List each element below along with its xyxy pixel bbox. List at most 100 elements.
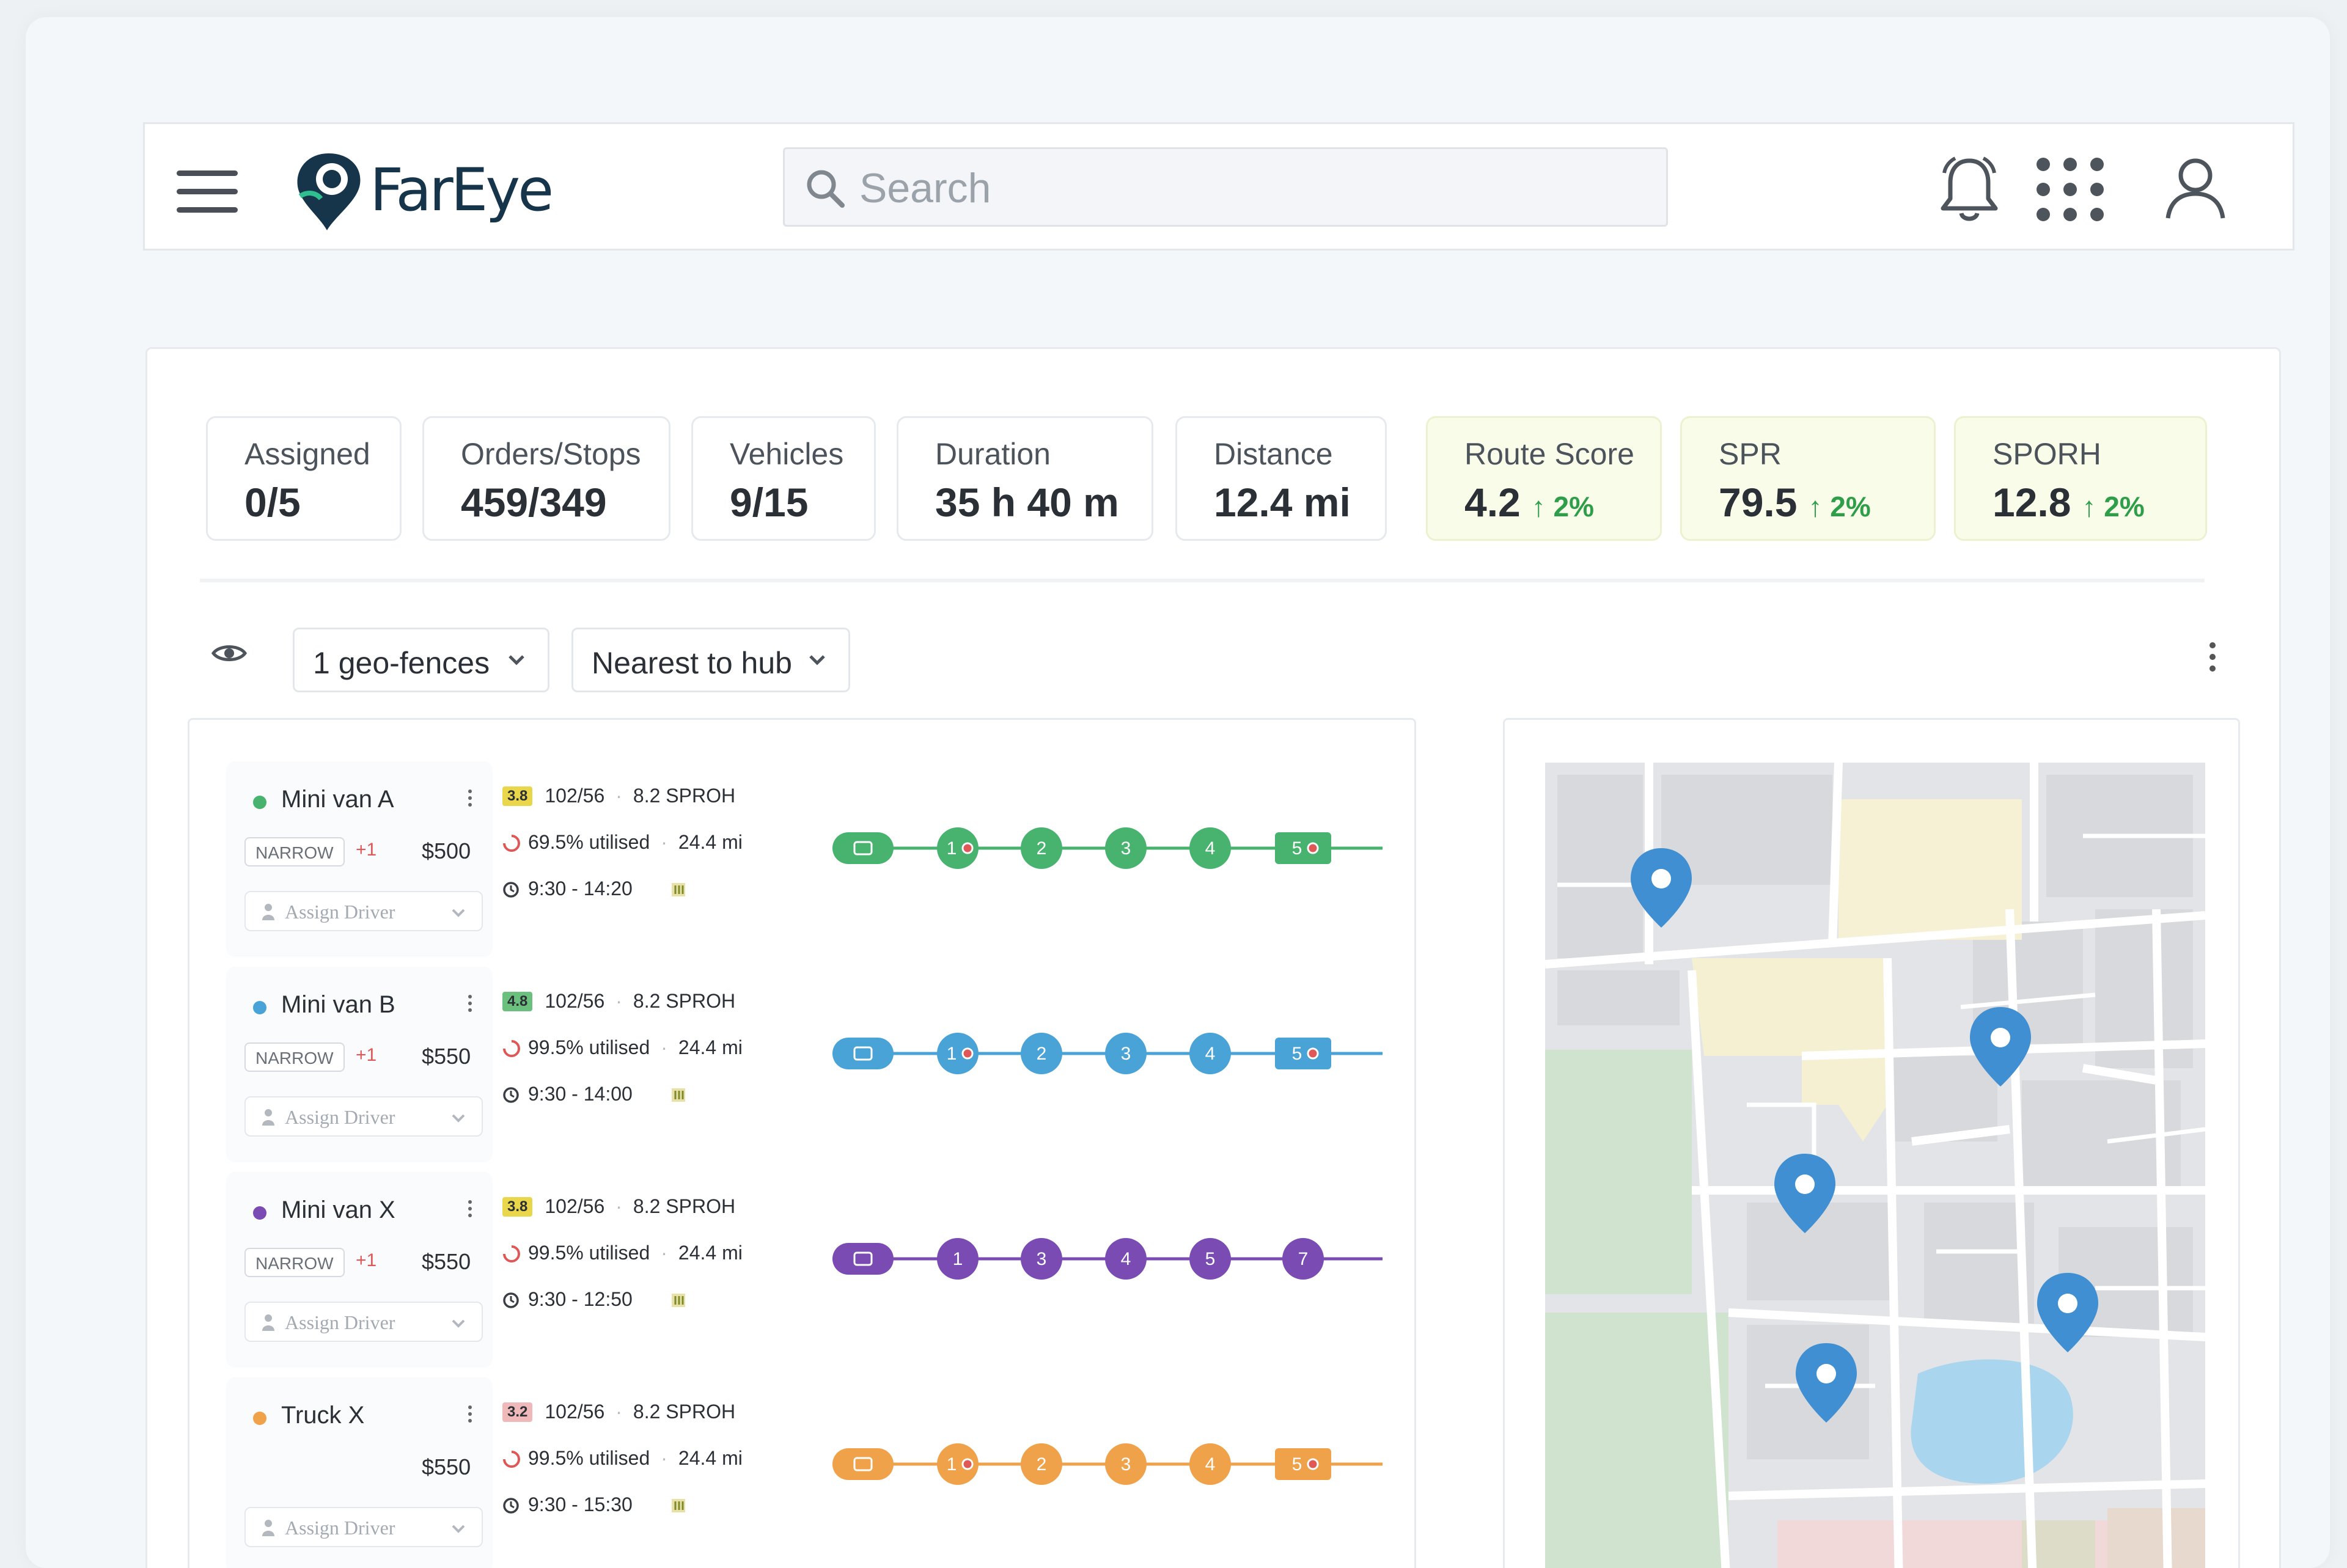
depot-stop-icon[interactable] (832, 1448, 894, 1480)
route-panel: Assigned 0/5 Orders/Stops 459/349 Vehicl… (145, 347, 2281, 1568)
route-distance: 24.4 mi (678, 1036, 743, 1058)
stop-number: 3 (1121, 1044, 1131, 1064)
vehicle-menu-icon[interactable] (468, 789, 473, 810)
route-metrics-row: 3.8 102/56 · 8.2 SPROH (502, 785, 735, 807)
depot-stop-icon[interactable] (832, 1243, 894, 1275)
stop-marker[interactable]: 1 (937, 1033, 979, 1074)
vehicle-type-badge: NARROW (244, 1248, 345, 1277)
logo-icon (297, 153, 361, 230)
stat-sporh: SPORH 12.8 ↑ 2% (1954, 416, 2207, 541)
stop-number: 4 (1121, 1249, 1131, 1269)
vehicle-color-dot (253, 1206, 266, 1220)
map-pin-icon[interactable] (1796, 1343, 1857, 1423)
apps-grid-icon[interactable] (2033, 156, 2107, 223)
vehicle-route-info: 4.8 102/56 · 8.2 SPROH 99.5% utilised · 24.4 m… (502, 990, 808, 1149)
stop-marker[interactable]: 7 (1282, 1238, 1324, 1280)
person-icon (262, 1520, 274, 1536)
vehicle-type-badge: NARROW (244, 837, 345, 866)
utilisation-row: 99.5% utilised · 24.4 mi (502, 1036, 743, 1059)
stop-marker[interactable]: 5 (1275, 832, 1331, 864)
break-icon (671, 1088, 685, 1102)
vehicle-card[interactable]: Truck X $550 Assign Driver (226, 1377, 493, 1568)
stop-marker[interactable]: 4 (1189, 1443, 1231, 1485)
stat-delta-value: 2% (1830, 491, 1871, 522)
vehicle-menu-icon[interactable] (468, 1200, 473, 1220)
time-window: 9:30 - 15:30 (528, 1493, 633, 1515)
map-pin-icon[interactable] (1631, 848, 1692, 928)
separator: · (615, 990, 622, 1012)
route-map[interactable] (1545, 763, 2205, 1568)
stop-marker[interactable]: 3 (1105, 1443, 1147, 1485)
stop-marker[interactable]: 4 (1189, 1033, 1231, 1074)
stop-marker[interactable]: 2 (1021, 827, 1062, 869)
stop-marker[interactable]: 1 (937, 1443, 979, 1485)
route-timeline[interactable]: 1 2 3 4 5 (832, 1029, 1383, 1078)
map-pin-icon[interactable] (2037, 1273, 2098, 1352)
menu-icon[interactable] (177, 170, 238, 213)
more-options-icon[interactable] (2209, 642, 2218, 677)
route-distance: 24.4 mi (678, 1242, 743, 1264)
vehicle-card[interactable]: Mini van A NARROW +1 $500 Assign Driver (226, 761, 493, 957)
route-timeline[interactable]: 1 2 3 4 5 (832, 824, 1383, 873)
stop-marker[interactable]: 3 (1105, 1033, 1147, 1074)
stop-marker[interactable]: 1 (937, 827, 979, 869)
stop-alert-dot (1307, 1458, 1319, 1470)
stat-value: 12.8 ↑ 2% (1993, 479, 2145, 526)
assign-driver-label: Assign Driver (285, 901, 395, 923)
bell-icon[interactable] (1936, 152, 2003, 225)
stop-marker[interactable]: 5 (1189, 1238, 1231, 1280)
eye-icon[interactable] (211, 641, 248, 665)
vehicle-menu-icon[interactable] (468, 995, 473, 1015)
vehicle-menu-icon[interactable] (468, 1405, 473, 1426)
stat-delta-value: 2% (1553, 491, 1595, 522)
vehicle-card[interactable]: Mini van X NARROW +1 $550 Assign Driver (226, 1172, 493, 1368)
stop-number: 5 (1292, 1454, 1302, 1475)
depot-stop-icon[interactable] (832, 832, 894, 864)
stop-marker[interactable]: 4 (1105, 1238, 1147, 1280)
chevron-down-icon (509, 655, 524, 665)
search-bar[interactable] (783, 147, 1668, 227)
sort-dropdown[interactable]: Nearest to hub (571, 628, 850, 692)
stat-delta: ↑ 2% (2082, 491, 2144, 522)
vehicle-name: Mini van A (281, 786, 394, 813)
route-timeline[interactable]: 1 3 4 5 7 (832, 1234, 1383, 1283)
sproh-value: 8.2 SPROH (633, 785, 736, 807)
stop-number: 4 (1205, 838, 1216, 859)
vehicle-extra-count: +1 (356, 1045, 377, 1065)
search-input[interactable] (859, 161, 1642, 215)
stop-marker[interactable]: 4 (1189, 827, 1231, 869)
stop-marker[interactable]: 5 (1275, 1448, 1331, 1480)
stop-marker[interactable]: 2 (1021, 1033, 1062, 1074)
separator: · (661, 1242, 667, 1264)
stat-duration: Duration 35 h 40 m (897, 416, 1153, 541)
route-timeline[interactable]: 1 2 3 4 5 (832, 1440, 1383, 1489)
stat-label: SPORH (1993, 437, 2101, 471)
route-metrics-row: 3.8 102/56 · 8.2 SPROH (502, 1195, 735, 1218)
depot-stop-icon[interactable] (832, 1038, 894, 1069)
sproh-value: 8.2 SPROH (633, 1195, 736, 1217)
geofence-dropdown-label: 1 geo-fences (313, 646, 490, 680)
time-window: 9:30 - 14:00 (528, 1083, 633, 1105)
stop-marker[interactable]: 5 (1275, 1038, 1331, 1069)
stop-marker[interactable]: 1 (937, 1238, 979, 1280)
sproh-value: 8.2 SPROH (633, 990, 736, 1012)
geofence-dropdown[interactable]: 1 geo-fences (293, 628, 549, 692)
stop-number: 1 (953, 1249, 963, 1269)
user-icon[interactable] (2162, 155, 2229, 222)
assign-driver-dropdown[interactable]: Assign Driver (244, 1096, 483, 1137)
assign-driver-dropdown[interactable]: Assign Driver (244, 1302, 483, 1342)
assign-driver-dropdown[interactable]: Assign Driver (244, 1507, 483, 1547)
stat-number: 79.5 (1719, 480, 1798, 525)
assign-driver-dropdown[interactable]: Assign Driver (244, 891, 483, 931)
vehicle-card[interactable]: Mini van B NARROW +1 $550 Assign Driver (226, 967, 493, 1162)
map-pin-icon[interactable] (1970, 1007, 2031, 1086)
stat-orders-stops: Orders/Stops 459/349 (422, 416, 670, 541)
stop-marker[interactable]: 3 (1021, 1238, 1062, 1280)
stop-number: 2 (1037, 838, 1047, 859)
stop-marker[interactable]: 2 (1021, 1443, 1062, 1485)
stop-marker[interactable]: 3 (1105, 827, 1147, 869)
stat-value: 4.2 ↑ 2% (1464, 479, 1594, 526)
map-pin-icon[interactable] (1774, 1154, 1835, 1233)
vehicle-name: Mini van B (281, 991, 395, 1018)
vehicle-color-dot (253, 1412, 266, 1425)
